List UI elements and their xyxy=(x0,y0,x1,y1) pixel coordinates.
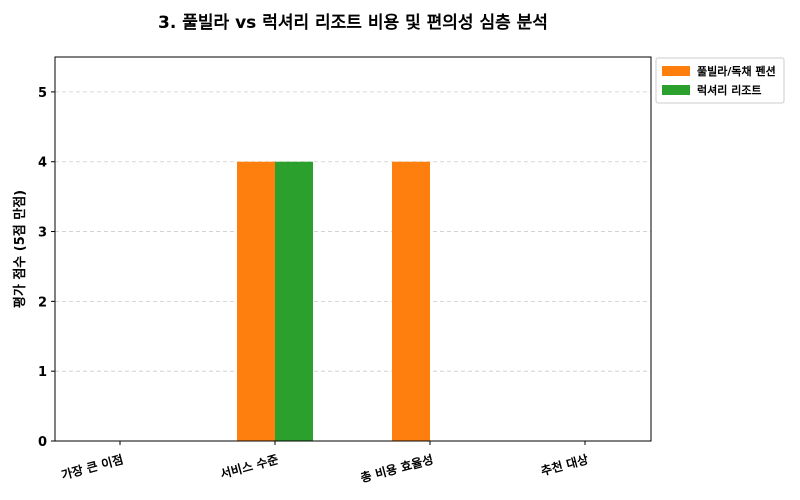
legend: 풀빌라/독채 펜션 럭셔리 리조트 xyxy=(655,57,785,104)
x-tick-label: 총 비용 효율성 xyxy=(359,451,435,485)
y-tick-label: 4 xyxy=(38,156,47,171)
x-tick-label: 추천 대상 xyxy=(539,451,590,478)
y-axis-label: 평가 점수 (5점 만점) xyxy=(12,190,28,308)
x-tick-label: 서비스 수준 xyxy=(219,451,280,481)
legend-swatch-resort xyxy=(662,85,690,95)
grid-lines xyxy=(55,91,651,372)
y-tick-label: 2 xyxy=(38,295,47,310)
bars xyxy=(237,161,430,441)
y-tick-label: 5 xyxy=(38,86,47,101)
y-tick-label: 3 xyxy=(38,226,47,241)
bar-series-1-cat-1 xyxy=(275,161,313,441)
legend-swatch-villa xyxy=(662,66,690,76)
chart-title: 3. 풀빌라 vs 럭셔리 리조트 비용 및 편의성 심층 분석 xyxy=(158,13,548,33)
x-tick-label: 가장 큰 이점 xyxy=(59,451,124,482)
bar-series-0-cat-1 xyxy=(237,161,275,441)
bar-series-0-cat-2 xyxy=(392,161,430,441)
y-axis-ticks: 0 1 2 3 4 5 xyxy=(38,86,55,450)
x-axis-ticks: 가장 큰 이점 서비스 수준 총 비용 효율성 추천 대상 xyxy=(59,441,590,485)
plot-frame xyxy=(54,56,652,442)
legend-label-resort: 럭셔리 리조트 xyxy=(697,83,762,97)
legend-label-villa: 풀빌라/독채 펜션 xyxy=(697,64,776,78)
y-tick-label: 0 xyxy=(38,435,47,450)
y-tick-label: 1 xyxy=(38,365,47,380)
